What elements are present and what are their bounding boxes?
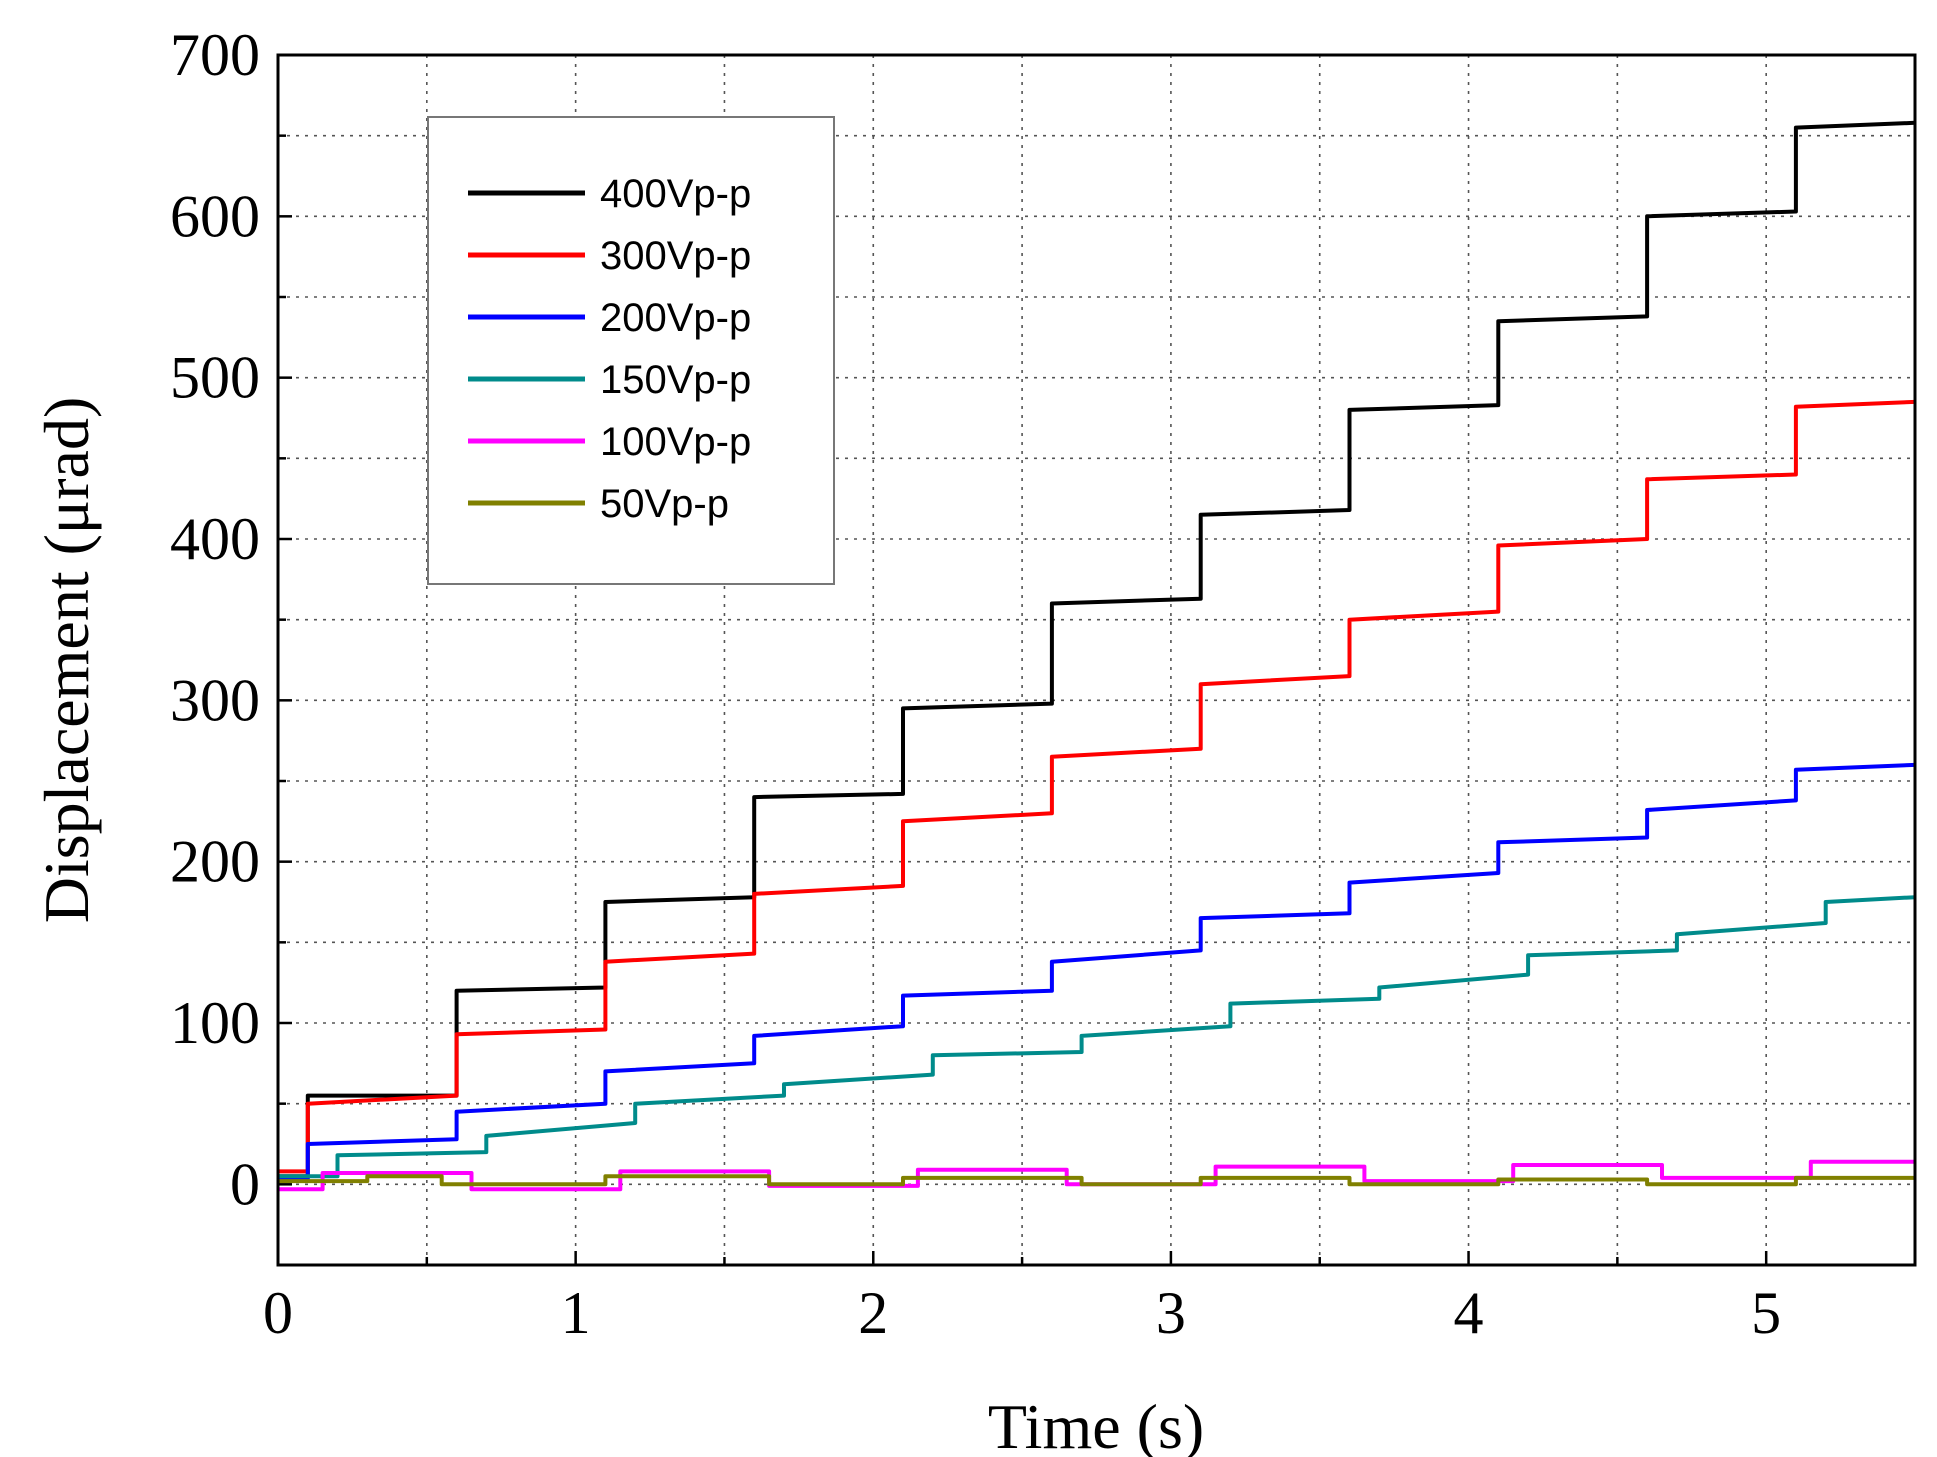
x-tick-label: 3 [1156,1280,1186,1346]
series-line-300Vp-p [278,399,1916,1174]
y-tick-label: 600 [170,183,260,249]
axis-ticks [276,53,1917,1267]
legend-label: 150Vp-p [600,358,751,402]
series-line-400Vp-p [278,120,1916,1179]
x-axis-title: Time (s) [988,1391,1204,1457]
y-tick-label: 400 [170,506,260,572]
x-tick-label: 0 [263,1280,293,1346]
x-tick-label: 2 [858,1280,888,1346]
legend-label: 100Vp-p [600,420,751,464]
legend-label: 400Vp-p [600,172,751,216]
y-tick-label: 0 [230,1151,260,1217]
x-tick-labels: 0 1 2 3 4 5 [263,1280,1781,1346]
series-line-50Vp-p [278,1174,1915,1187]
y-tick-label: 200 [170,829,260,895]
y-tick-label: 700 [170,22,260,88]
legend-label: 300Vp-p [600,234,751,278]
y-tick-labels: 0 100 200 300 400 500 600 700 [170,22,260,1217]
x-tick-label: 4 [1454,1280,1484,1346]
legend: 400Vp-p 300Vp-p 200Vp-p 150Vp-p 100Vp-p 50Vp-… [427,116,835,585]
y-tick-label: 100 [170,990,260,1056]
y-axis-title: Displacement (μrad) [31,397,102,924]
series-lines [278,120,1916,1192]
series-line-200Vp-p [278,762,1916,1182]
plot-frame [276,53,1917,1267]
x-tick-label: 1 [561,1280,591,1346]
y-tick-label: 500 [170,345,260,411]
legend-label: 200Vp-p [600,296,751,340]
series-line-150Vp-p [278,895,1916,1179]
legend-label: 50Vp-p [600,482,729,526]
x-tick-label: 5 [1751,1280,1781,1346]
y-tick-label: 300 [170,667,260,733]
